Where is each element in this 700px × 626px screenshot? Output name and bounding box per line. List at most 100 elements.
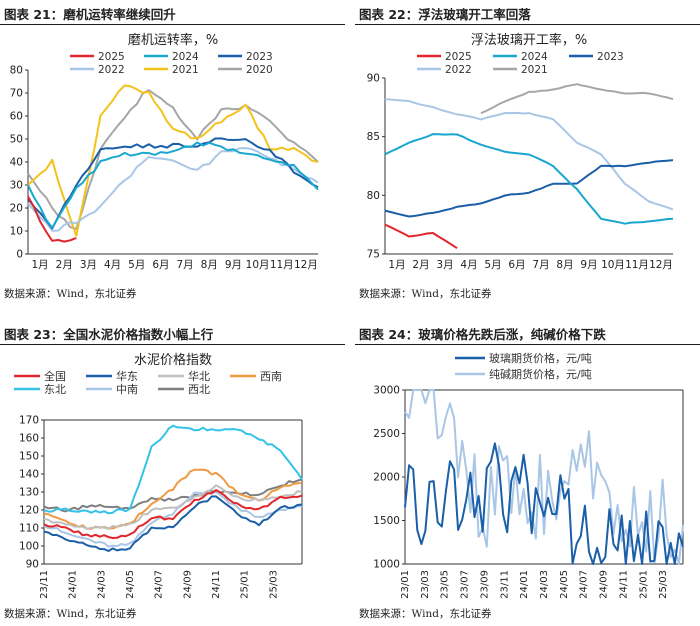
legend-label: 西北: [188, 383, 210, 396]
y-tick-label: 20: [10, 203, 23, 215]
series-line-华北: [43, 484, 303, 530]
y-tick-label: 120: [19, 505, 39, 517]
x-tick-label: 25/03: [658, 570, 669, 599]
legend-label: 中南: [116, 383, 138, 396]
source-note: 数据来源：Wind，东北证券: [4, 288, 137, 300]
x-tick-label: 11月: [270, 259, 294, 271]
x-tick-label: 5月: [484, 259, 501, 271]
x-tick-label: 6月: [152, 259, 169, 271]
y-tick-label: 2000: [373, 472, 400, 484]
panel-cement-price-index: 图表 23：全国水泥价格指数小幅上行 水泥价格指数 全国 华东 华北 西南 东北 中南 西北 9…: [0, 320, 345, 620]
y-tick-label: 3000: [373, 385, 400, 397]
series-line-中南: [43, 489, 303, 548]
panel-mill-operating-rate: 图表 21：磨机运转率继续回升 磨机运转率，% 2025 2024 2023 2022 2…: [0, 0, 345, 300]
legend-label: 纯碱期货价格，元/吨: [489, 367, 592, 381]
x-tick-label: 24/09: [182, 570, 193, 599]
y-tick-label: 75: [367, 249, 380, 261]
x-tick-label: 3月: [80, 259, 97, 271]
x-tick-label: 25/01: [240, 570, 251, 599]
x-tick-label: 11月: [625, 259, 649, 271]
series-line-东北: [43, 424, 303, 515]
x-tick-label: 8月: [201, 259, 218, 271]
legend-label: 2022: [445, 64, 472, 76]
source-note: 数据来源：Wind，东北证券: [359, 608, 492, 620]
y-tick-label: 170: [19, 415, 39, 427]
series-line-2024: [27, 141, 319, 229]
y-tick-label: 90: [26, 559, 39, 571]
y-tick-label: 1000: [373, 559, 400, 571]
title-rule: [0, 24, 345, 25]
series-line-2023: [384, 159, 674, 218]
x-tick-label: 24/07: [154, 570, 165, 599]
y-tick-label: 110: [19, 523, 39, 535]
y-tick-label: 90: [367, 73, 380, 85]
legend-label: 2025: [98, 51, 125, 63]
x-tick-label: 2月: [412, 259, 429, 271]
x-tick-label: 23/09: [479, 570, 490, 599]
x-tick-label: 24/09: [599, 570, 610, 599]
legend-label: 2020: [246, 64, 273, 76]
x-tick-label: 9月: [580, 259, 597, 271]
x-tick-label: 24/01: [519, 570, 530, 599]
y-tick-label: 50: [10, 134, 23, 146]
legend-label: 玻璃期货价格，元/吨: [489, 351, 592, 365]
legend-label: 东北: [44, 383, 66, 396]
x-tick-label: 25/03: [268, 570, 279, 599]
x-tick-label: 2月: [56, 259, 73, 271]
legend-label: 2025: [445, 51, 472, 63]
x-tick-label: 24/01: [68, 570, 79, 599]
figure-title: 图表 23：全国水泥价格指数小幅上行: [4, 327, 214, 342]
x-tick-label: 1月: [31, 259, 48, 271]
x-tick-label: 24/11: [618, 570, 629, 599]
y-tick-label: 1500: [373, 515, 400, 527]
series-line-2025: [27, 196, 77, 243]
y-tick-label: 100: [19, 541, 39, 553]
x-tick-label: 7月: [532, 259, 549, 271]
x-tick-label: 24/05: [125, 570, 136, 599]
legend-label: 2024: [172, 51, 199, 63]
legend-label: 2021: [521, 64, 548, 76]
source-note: 数据来源：Wind，东北证券: [4, 608, 137, 620]
y-tick-label: 80: [10, 65, 23, 77]
y-tick-label: 150: [19, 451, 39, 463]
x-tick-label: 10月: [601, 259, 625, 271]
x-tick-label: 23/05: [440, 570, 451, 599]
figure-title: 图表 22：浮法玻璃开工率回落: [359, 7, 531, 22]
x-tick-label: 24/03: [539, 570, 550, 599]
x-tick-label: 1月: [388, 259, 405, 271]
series-line-纯碱期货价格，元/吨: [404, 389, 684, 565]
y-tick-label: 80: [367, 190, 380, 202]
chart-float-glass-operating-rate: 浮法玻璃开工率，% 2025 2024 2023 2022 2021 75 80 85 90 1月 2…: [367, 32, 674, 271]
x-tick-label: 23/03: [420, 570, 431, 599]
chart-title: 浮法玻璃开工率，%: [471, 32, 587, 48]
panel-glass-soda-futures: 图表 24：玻璃价格先跌后涨，纯碱价格下跌 玻璃期货价格，元/吨 纯碱期货价格，元…: [355, 320, 700, 620]
x-tick-label: 23/11: [499, 570, 510, 599]
legend-label: 华东: [116, 369, 138, 383]
x-tick-label: 8月: [556, 259, 573, 271]
y-tick-label: 30: [10, 180, 23, 192]
x-tick-label: 23/07: [460, 570, 471, 599]
legend-label: 2023: [597, 51, 624, 63]
x-tick-label: 24/03: [96, 570, 107, 599]
series-line-2025: [384, 223, 458, 249]
x-tick-label: 6月: [508, 259, 525, 271]
chart-title: 磨机运转率，%: [128, 32, 218, 48]
series-line-玻璃期货价格，元/吨: [404, 442, 684, 565]
series-line-2022: [384, 98, 674, 211]
x-tick-label: 23/01: [400, 570, 411, 599]
x-tick-label: 9月: [225, 259, 242, 271]
x-tick-label: 24/11: [211, 570, 222, 599]
legend-label: 西南: [260, 370, 282, 383]
x-tick-label: 24/05: [559, 570, 570, 599]
legend-label: 华北: [188, 369, 210, 383]
x-tick-label: 24/07: [579, 570, 590, 599]
x-tick-label: 3月: [436, 259, 453, 271]
title-rule: [0, 344, 345, 345]
y-tick-label: 0: [16, 249, 23, 261]
y-tick-label: 140: [19, 469, 39, 481]
series-line-2021: [480, 83, 674, 115]
y-tick-label: 10: [10, 226, 23, 238]
x-tick-label: 5月: [128, 259, 145, 271]
series-line-2020: [27, 89, 319, 231]
